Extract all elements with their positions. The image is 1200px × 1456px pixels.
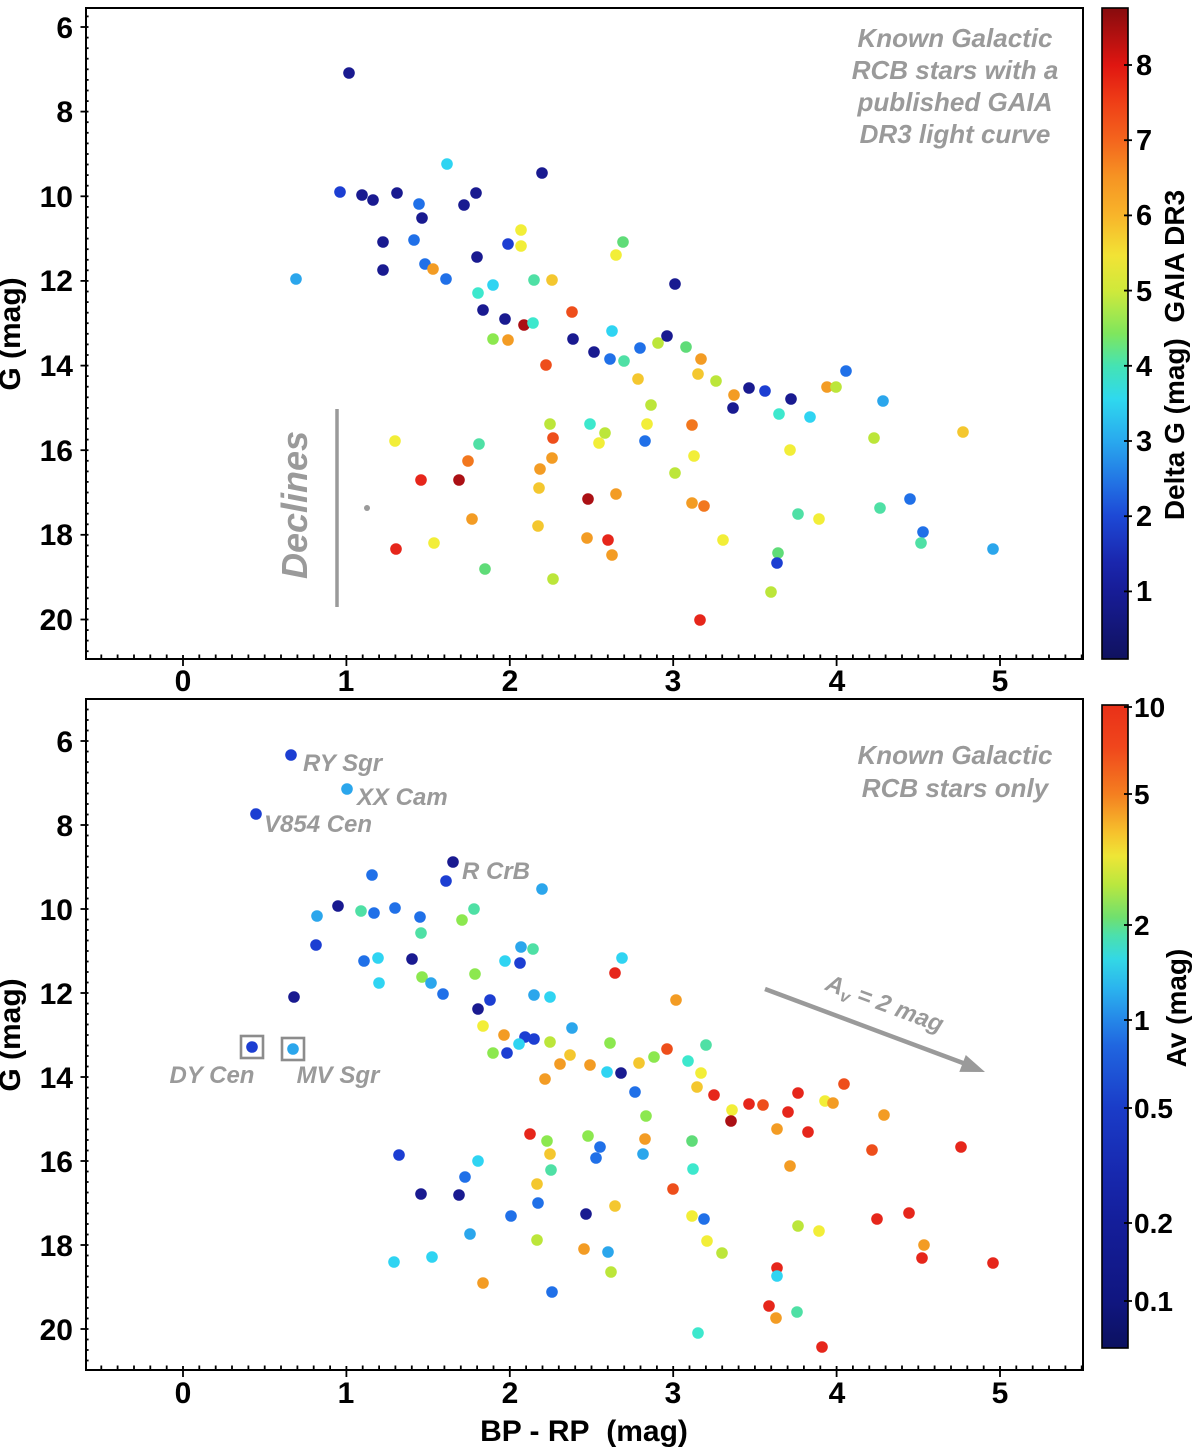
svg-text:BP - RP (mag): BP - RP (mag): [480, 1415, 688, 1448]
svg-text:Av (mag): Av (mag): [1161, 949, 1192, 1068]
svg-text:RY Sgr: RY Sgr: [303, 750, 384, 777]
svg-text:8: 8: [1136, 50, 1152, 82]
svg-text:14: 14: [40, 1062, 74, 1095]
svg-text:0.1: 0.1: [1134, 1286, 1173, 1317]
svg-text:2: 2: [1134, 910, 1150, 941]
svg-text:14: 14: [40, 350, 74, 383]
svg-text:10: 10: [1134, 692, 1165, 723]
svg-text:3: 3: [665, 1377, 682, 1410]
svg-text:RCB stars with a: RCB stars with a: [852, 55, 1059, 85]
svg-text:G (mag): G (mag): [0, 978, 27, 1091]
svg-text:6: 6: [56, 726, 73, 759]
svg-text:Declines: Declines: [274, 431, 315, 579]
svg-text:12: 12: [40, 978, 73, 1011]
svg-text:0: 0: [175, 665, 192, 698]
svg-text:4: 4: [829, 665, 846, 698]
svg-text:3: 3: [665, 665, 682, 698]
svg-text:Known Galactic: Known Galactic: [857, 23, 1053, 53]
svg-text:0.2: 0.2: [1134, 1208, 1173, 1239]
svg-text:18: 18: [40, 519, 73, 552]
svg-text:20: 20: [40, 1314, 73, 1347]
svg-text:6: 6: [1136, 200, 1152, 232]
svg-text:DR3 light curve: DR3 light curve: [860, 119, 1051, 149]
svg-text:10: 10: [40, 894, 73, 927]
svg-text:5: 5: [992, 665, 1009, 698]
svg-text:Known Galactic: Known Galactic: [857, 740, 1053, 770]
svg-text:20: 20: [40, 604, 73, 637]
svg-text:4: 4: [1136, 351, 1152, 383]
svg-text:4: 4: [829, 1377, 846, 1410]
svg-text:7: 7: [1136, 125, 1152, 157]
svg-text:16: 16: [40, 1146, 73, 1179]
svg-text:1: 1: [338, 1377, 355, 1410]
svg-text:R CrB: R CrB: [462, 858, 530, 885]
svg-text:0: 0: [175, 1377, 192, 1410]
svg-text:Delta G (mag) GAIA DR3: Delta G (mag) GAIA DR3: [1159, 190, 1190, 520]
svg-text:3: 3: [1136, 426, 1152, 458]
svg-text:12: 12: [40, 265, 73, 298]
svg-text:5: 5: [1136, 276, 1152, 308]
svg-text:6: 6: [56, 12, 73, 45]
svg-text:2: 2: [1136, 501, 1152, 533]
svg-text:RCB stars only: RCB stars only: [862, 773, 1050, 803]
svg-text:2: 2: [502, 665, 519, 698]
svg-text:MV Sgr: MV Sgr: [297, 1062, 381, 1089]
svg-text:8: 8: [56, 96, 73, 129]
svg-text:5: 5: [1134, 779, 1150, 810]
svg-text:16: 16: [40, 435, 73, 468]
svg-text:G (mag): G (mag): [0, 277, 27, 390]
svg-text:10: 10: [40, 181, 73, 214]
svg-text:XX Cam: XX Cam: [355, 784, 448, 811]
svg-text:0.5: 0.5: [1134, 1093, 1173, 1124]
svg-text:8: 8: [56, 810, 73, 843]
svg-text:18: 18: [40, 1230, 73, 1263]
svg-text:published GAIA: published GAIA: [857, 87, 1053, 117]
svg-text:2: 2: [502, 1377, 519, 1410]
svg-text:1: 1: [1134, 1005, 1150, 1036]
svg-text:5: 5: [992, 1377, 1009, 1410]
svg-text:V854 Cen: V854 Cen: [264, 811, 372, 838]
svg-text:1: 1: [338, 665, 355, 698]
svg-text:DY Cen: DY Cen: [170, 1062, 255, 1089]
svg-text:1: 1: [1136, 576, 1152, 608]
